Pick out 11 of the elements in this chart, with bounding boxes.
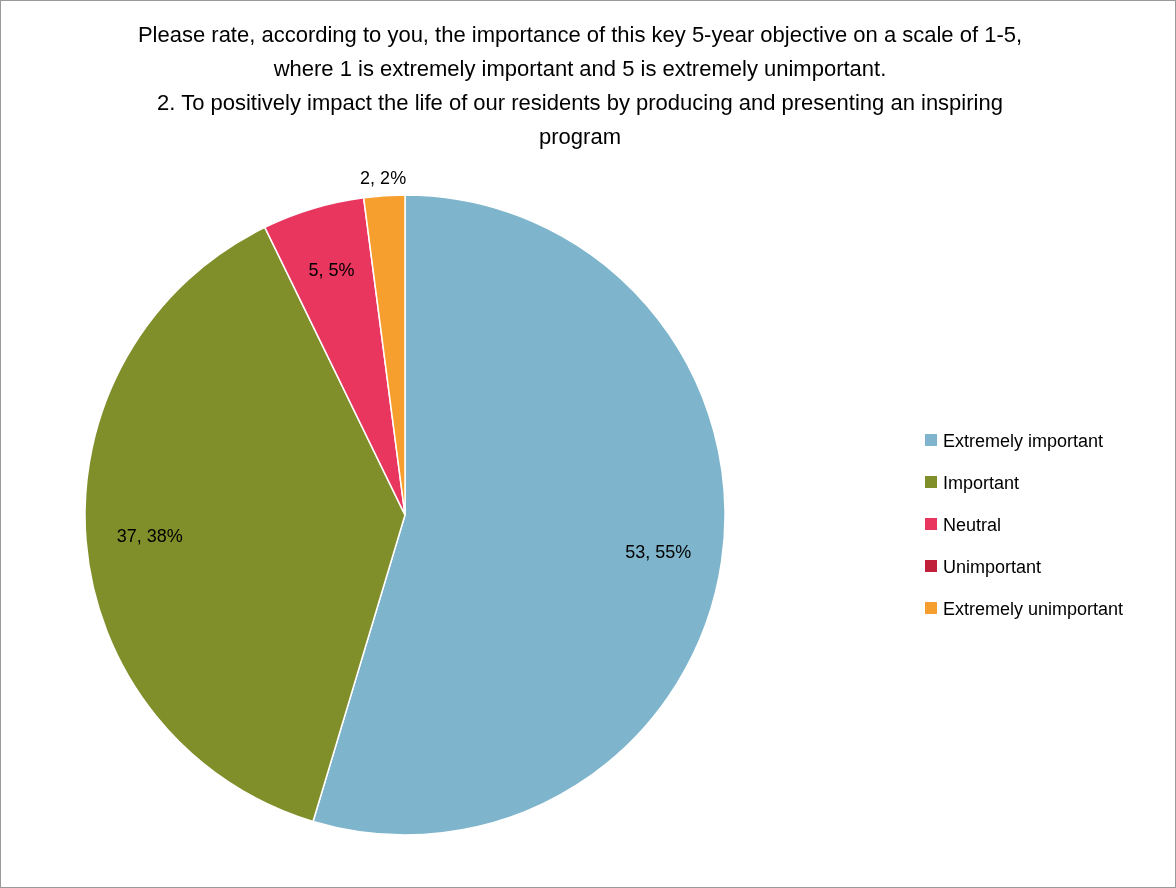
legend-label: Important [943,473,1020,493]
legend-label: Extremely important [943,431,1104,451]
data-label: 5, 5% [308,259,355,280]
legend-label: Neutral [943,515,1002,535]
legend-label: Extremely unimportant [943,599,1124,619]
legend-label: Unimportant [943,557,1042,577]
chart-subtitle: 2. To positively impact the life of our residents by producing and presenting an inspiring program [157,90,1003,149]
chart-title: Please rate, according to you, the importance of this key 5-year objective on a scale of 1-5, where 1 is extremely important and 5 is extremely unimportant. [137,22,1023,81]
data-label: 53, 55% [625,542,692,563]
data-label: 37, 38% [116,525,183,546]
data-label: 2, 2% [360,167,407,188]
